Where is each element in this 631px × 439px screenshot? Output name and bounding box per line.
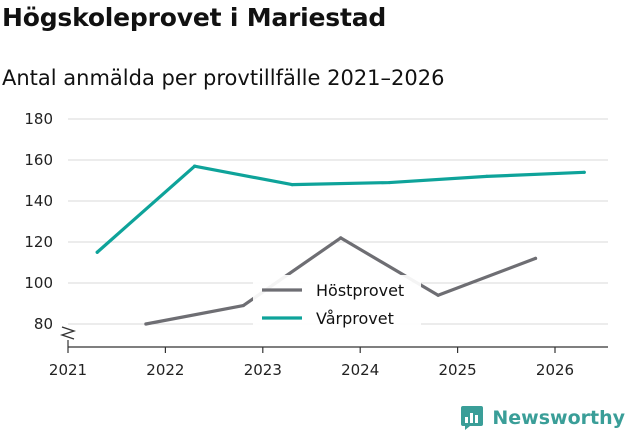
y-tick-label: 160 [24, 151, 53, 169]
y-tick-label: 120 [24, 233, 53, 251]
chart-title: Högskoleprovet i Mariestad [2, 3, 387, 32]
y-tick-label: 180 [24, 110, 53, 128]
x-axis: 2021 2022 2023 2024 2025 2026 [49, 326, 608, 379]
data-point [193, 164, 197, 168]
legend: Höstprovet Vårprovet [253, 275, 421, 328]
data-point [582, 170, 586, 174]
x-tick-label: 2021 [49, 361, 87, 379]
x-tick-label: 2022 [146, 361, 184, 379]
data-point [339, 236, 343, 240]
chart-subtitle: Antal anmälda per provtillfälle 2021–202… [2, 66, 445, 90]
y-tick-label: 100 [24, 274, 53, 292]
data-point [387, 180, 392, 185]
x-tick-label: 2026 [536, 361, 574, 379]
brand-name: Newsworthy [492, 407, 625, 429]
brand: Newsworthy [460, 405, 625, 431]
data-point [533, 256, 538, 260]
x-tick-label: 2023 [244, 361, 282, 379]
data-point [436, 293, 440, 297]
x-tick-label: 2025 [439, 361, 477, 379]
data-point [290, 183, 294, 187]
data-point [241, 303, 245, 308]
x-tick-label: 2024 [341, 361, 379, 379]
data-point [144, 322, 148, 326]
y-axis-break-icon [59, 326, 77, 340]
y-axis: 80 100 120 140 160 180 [24, 110, 53, 333]
series-lines [95, 164, 586, 326]
newsworthy-logo-icon [461, 406, 484, 430]
series-line-varprovet [95, 164, 586, 254]
legend-label: Höstprovet [316, 281, 404, 300]
legend-label: Vårprovet [316, 309, 394, 328]
y-tick-label: 80 [34, 315, 53, 333]
y-tick-label: 140 [24, 192, 53, 210]
data-point [485, 174, 489, 178]
data-point [95, 250, 99, 254]
